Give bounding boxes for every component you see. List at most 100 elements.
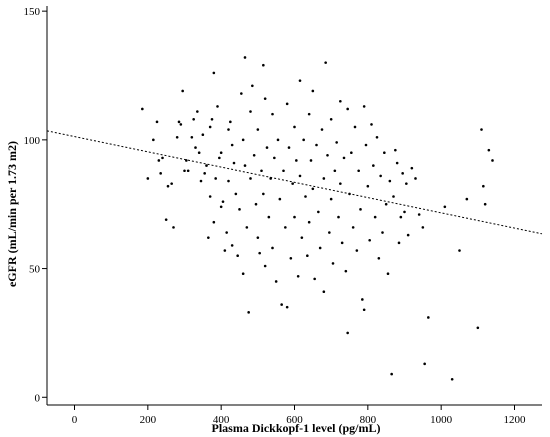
data-point bbox=[164, 218, 168, 221]
data-point bbox=[177, 120, 181, 124]
data-point bbox=[406, 233, 410, 237]
data-point bbox=[388, 179, 392, 183]
data-point bbox=[274, 280, 278, 283]
data-point bbox=[315, 143, 318, 147]
data-point bbox=[307, 220, 311, 224]
data-point bbox=[383, 151, 386, 155]
data-point bbox=[249, 177, 252, 180]
data-point bbox=[166, 184, 170, 188]
data-point bbox=[251, 84, 254, 88]
data-point bbox=[282, 169, 285, 173]
data-point bbox=[384, 202, 388, 206]
data-point bbox=[263, 97, 267, 100]
data-point bbox=[216, 105, 219, 108]
data-point bbox=[427, 316, 430, 319]
data-point bbox=[313, 277, 316, 281]
x-axis: 0 200 400 600 800 1000 1200 bbox=[47, 404, 542, 426]
data-point bbox=[335, 141, 338, 144]
data-point bbox=[296, 274, 300, 278]
data-point bbox=[263, 264, 267, 268]
data-point bbox=[230, 143, 234, 147]
data-point bbox=[254, 202, 258, 206]
data-point bbox=[170, 182, 173, 185]
data-point bbox=[207, 236, 210, 239]
data-point bbox=[423, 362, 426, 366]
data-point bbox=[390, 372, 393, 376]
data-point bbox=[287, 146, 291, 149]
data-point bbox=[379, 174, 382, 178]
data-point bbox=[236, 254, 239, 257]
data-point bbox=[401, 172, 404, 175]
data-point bbox=[175, 135, 179, 139]
data-point bbox=[381, 231, 384, 234]
data-point bbox=[265, 146, 269, 149]
data-point bbox=[328, 231, 331, 234]
data-point bbox=[326, 154, 329, 157]
y-axis: 0 50 100 150 bbox=[24, 6, 48, 405]
data-point bbox=[252, 154, 256, 157]
data-point bbox=[185, 159, 188, 162]
data-point bbox=[214, 177, 217, 180]
data-point bbox=[337, 215, 340, 219]
data-point bbox=[238, 208, 241, 211]
data-point bbox=[267, 215, 271, 219]
data-point bbox=[293, 125, 296, 129]
data-point bbox=[278, 197, 282, 201]
data-point bbox=[190, 135, 194, 139]
data-point bbox=[329, 197, 333, 201]
data-point bbox=[311, 187, 315, 191]
data-point bbox=[300, 236, 304, 239]
data-point bbox=[227, 179, 230, 183]
data-point bbox=[487, 148, 491, 152]
data-point bbox=[483, 202, 487, 206]
data-point bbox=[172, 226, 175, 229]
data-point bbox=[205, 164, 208, 167]
data-point bbox=[322, 290, 326, 294]
data-point bbox=[161, 156, 164, 160]
data-point bbox=[307, 112, 311, 116]
data-point bbox=[302, 138, 305, 142]
data-point bbox=[157, 159, 161, 162]
data-point bbox=[458, 249, 461, 252]
data-point bbox=[309, 159, 313, 162]
data-point bbox=[219, 205, 223, 209]
data-point bbox=[197, 151, 201, 155]
data-point bbox=[361, 298, 364, 301]
data-point bbox=[414, 177, 417, 180]
y-tick-label: 150 bbox=[24, 6, 41, 18]
data-point bbox=[291, 182, 294, 185]
data-point bbox=[179, 123, 183, 126]
data-point bbox=[375, 135, 379, 139]
y-tick-label: 0 bbox=[35, 392, 41, 404]
data-point bbox=[241, 272, 245, 276]
data-point bbox=[273, 156, 276, 160]
data-point bbox=[359, 208, 362, 211]
data-point bbox=[285, 102, 289, 106]
data-point bbox=[346, 107, 349, 111]
data-point bbox=[342, 156, 346, 160]
data-point bbox=[397, 241, 401, 245]
data-point bbox=[324, 61, 327, 64]
data-point bbox=[417, 213, 421, 216]
points-layer bbox=[141, 56, 494, 381]
data-point bbox=[203, 172, 206, 175]
data-point bbox=[284, 226, 287, 229]
data-point bbox=[218, 156, 221, 160]
data-point bbox=[372, 164, 375, 167]
data-point bbox=[339, 182, 342, 185]
data-point bbox=[181, 89, 184, 93]
data-point bbox=[320, 128, 324, 131]
x-axis-title: Plasma Dickkopf-1 level (pg/mL) bbox=[212, 421, 381, 435]
data-point bbox=[230, 244, 234, 247]
data-point bbox=[152, 138, 155, 142]
data-point bbox=[208, 195, 212, 198]
data-point bbox=[333, 169, 337, 173]
data-point bbox=[258, 251, 261, 255]
data-point bbox=[212, 71, 216, 75]
data-point bbox=[262, 192, 265, 196]
data-point bbox=[293, 215, 296, 219]
x-tick-label: 1000 bbox=[430, 414, 453, 426]
data-point bbox=[194, 146, 197, 149]
data-point bbox=[271, 246, 274, 250]
